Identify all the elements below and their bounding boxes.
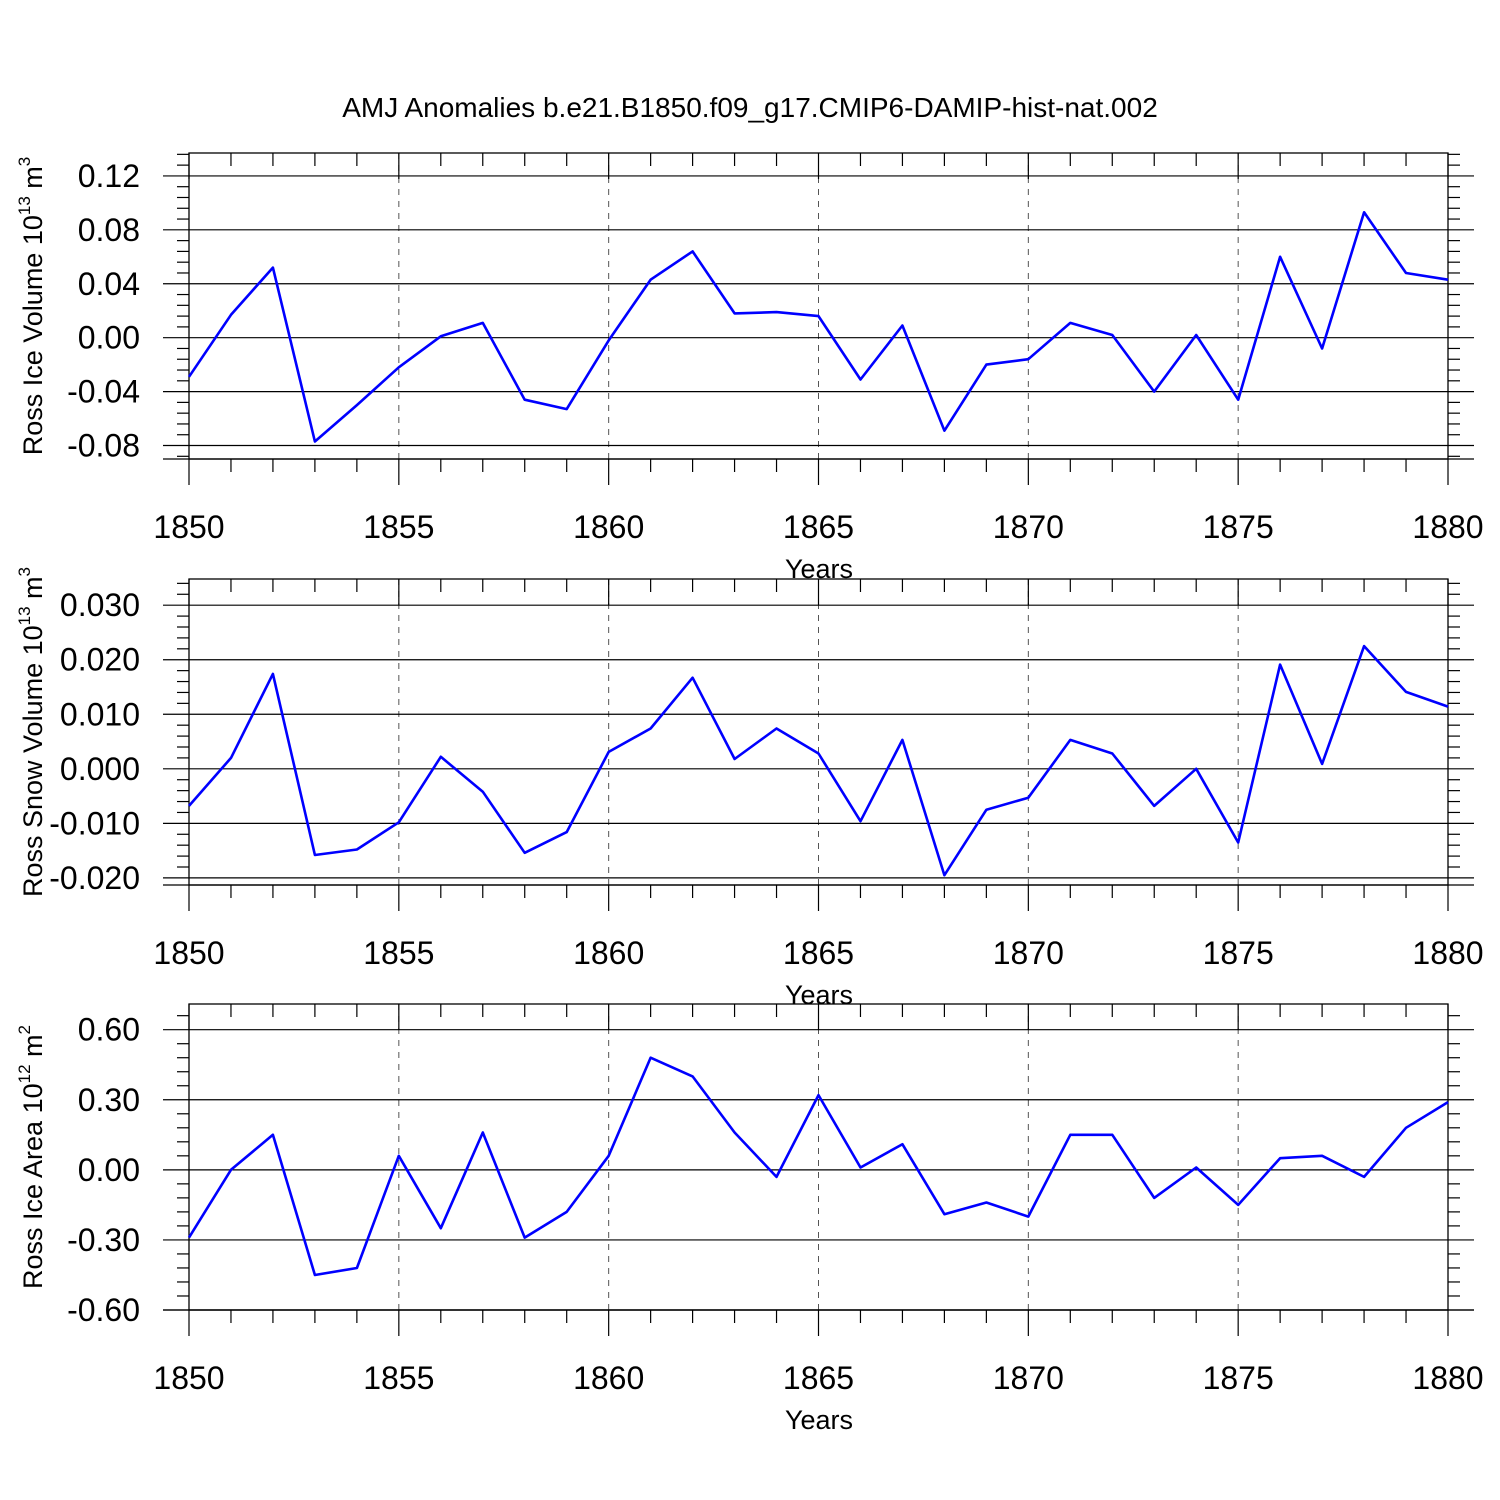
y-axis-title: Ross Ice Area 1012 m2 [15, 1025, 48, 1289]
y-tick-label: -0.08 [67, 428, 140, 464]
panel-3: 0.60 0.30 0.00 -0.30 -0.60 1850 1855 1860 1865 18… [15, 1003, 1484, 1435]
y-tick-label: 0.030 [60, 587, 140, 623]
series-line [187, 1056, 1449, 1277]
x-tick-label: 1865 [783, 509, 854, 545]
x-tick-label: 1860 [573, 509, 644, 545]
y-axis-title-exponent: 12 [15, 1064, 34, 1083]
y-axis-title-text: Ross Snow Volume 10 [18, 625, 48, 897]
y-tick-label: 0.60 [78, 1012, 140, 1048]
y-tick-label: 0.010 [60, 696, 140, 732]
x-tick-label: 1855 [363, 1360, 434, 1396]
y-tick-label: -0.020 [49, 860, 140, 896]
x-tick-label: 1860 [573, 935, 644, 971]
y-tick-label: 0.00 [78, 320, 140, 356]
y-axis-title: Ross Ice Volume 1013 m3 [15, 157, 48, 456]
y-tick-label: -0.30 [67, 1222, 140, 1258]
series-line [188, 644, 1449, 877]
x-tick-label: 1850 [153, 509, 224, 545]
panel-2: 0.030 0.020 0.010 0.000 -0.010 -0.020 1850 1855… [15, 567, 1484, 1010]
y-axis-title-unit-exponent: 2 [15, 1025, 34, 1034]
x-tick-label: 1880 [1412, 935, 1483, 971]
x-tick-label: 1860 [573, 1360, 644, 1396]
y-tick-label: 0.020 [60, 642, 140, 678]
x-tick-label: 1865 [783, 1360, 854, 1396]
x-tick-label: 1850 [153, 1360, 224, 1396]
chart-title: AMJ Anomalies b.e21.B1850.f09_g17.CMIP6-… [342, 92, 1158, 123]
x-tick-label: 1870 [993, 1360, 1064, 1396]
y-tick-label: -0.04 [67, 374, 140, 410]
y-axis-title: Ross Snow Volume 1013 m3 [15, 567, 48, 897]
x-tick-label: 1875 [1203, 509, 1274, 545]
x-tick-label: 1865 [783, 935, 854, 971]
y-tick-label: -0.60 [67, 1292, 140, 1328]
y-tick-label: 0.30 [78, 1082, 140, 1118]
x-tick-label: 1875 [1203, 1360, 1274, 1396]
x-tick-label: 1855 [363, 935, 434, 971]
y-tick-label: 0.08 [78, 212, 140, 248]
x-tick-label: 1850 [153, 935, 224, 971]
panel-1: 0.12 0.08 0.04 0.00 -0.04 -0.08 1850 1855 1860 18… [15, 152, 1484, 584]
x-tick-label: 1870 [993, 509, 1064, 545]
x-tick-label: 1875 [1203, 935, 1274, 971]
y-axis-title-exponent: 13 [15, 196, 34, 215]
x-tick-label: 1870 [993, 935, 1064, 971]
x-tick-label: 1855 [363, 509, 434, 545]
x-tick-label: 1880 [1412, 1360, 1483, 1396]
x-tick-label: 1880 [1412, 509, 1483, 545]
y-axis-title-text: Ross Ice Volume 10 [18, 215, 48, 455]
y-axis-title-unit: m [18, 166, 48, 196]
series-line [187, 211, 1449, 443]
y-tick-label: 0.12 [78, 158, 140, 194]
y-tick-label: 0.000 [60, 751, 140, 787]
plot-frame [188, 1003, 1449, 1311]
y-tick-label: -0.010 [49, 805, 140, 841]
y-tick-label: 0.04 [78, 266, 140, 302]
y-axis-title-unit-exponent: 3 [15, 567, 34, 576]
y-axis-title-unit: m [18, 576, 48, 606]
y-axis-title-unit: m [18, 1034, 48, 1064]
y-axis-title-unit-exponent: 3 [15, 157, 34, 166]
y-tick-label: 0.00 [78, 1152, 140, 1188]
x-axis-title: Years [785, 1405, 853, 1435]
y-axis-title-exponent: 13 [15, 606, 34, 625]
y-axis-title-text: Ross Ice Area 10 [18, 1083, 48, 1289]
panels: 0.12 0.08 0.04 0.00 -0.04 -0.08 1850 1855 1860 18… [15, 152, 1484, 1435]
plot-frame [188, 578, 1449, 886]
plot-frame [188, 152, 1449, 460]
